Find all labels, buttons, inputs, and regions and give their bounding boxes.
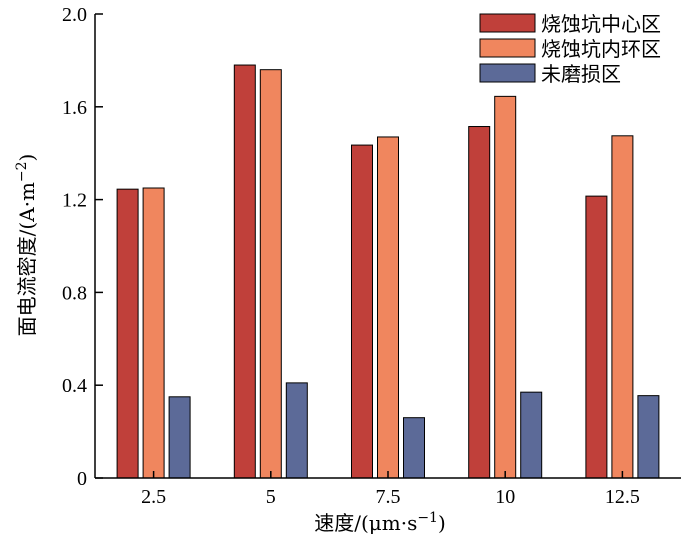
bar-series-1-cat-3 (494, 95, 517, 479)
legend-label-0: 烧蚀坑中心区 (541, 12, 661, 36)
legend-label-2: 未磨损区 (541, 62, 621, 86)
x-tick-label: 10 (495, 486, 515, 508)
x-axis-title: 速度/(μm·s−1) (314, 510, 446, 535)
bar-series-0-cat-1 (233, 64, 256, 479)
y-tick-label: 0.8 (62, 282, 87, 304)
bar-series-2-cat-4 (637, 395, 660, 479)
y-ticks-group: 0 0.4 0.8 1.2 1.6 2.0 (62, 4, 103, 490)
bar-series-1-cat-0 (142, 187, 165, 479)
x-tick-label: 5 (266, 486, 276, 508)
bars-group (116, 64, 660, 479)
x-ticks-group: 2.5 5 7.5 10 12.5 (141, 471, 640, 508)
legend-swatch-2 (479, 63, 536, 83)
legend-label-1: 烧蚀坑内环区 (541, 37, 661, 61)
x-tick-label: 2.5 (141, 486, 166, 508)
legend-swatch-0 (479, 13, 536, 33)
y-tick-label: 2.0 (62, 4, 87, 26)
y-tick-label: 1.6 (62, 97, 87, 119)
bar-series-1-cat-2 (377, 136, 399, 479)
bar-series-0-cat-4 (585, 195, 608, 479)
legend-swatch-1 (479, 38, 536, 58)
bar-series-0-cat-3 (468, 126, 491, 479)
bar-series-1-cat-4 (611, 135, 634, 479)
x-tick-label: 7.5 (376, 486, 401, 508)
bar-series-1-cat-1 (259, 69, 282, 479)
bar-series-2-cat-1 (285, 382, 308, 479)
bar-series-2-cat-3 (520, 391, 543, 479)
y-tick-label: 1.2 (62, 190, 87, 212)
x-tick-label: 12.5 (605, 486, 640, 508)
bar-series-2-cat-0 (168, 396, 191, 479)
bar-series-2-cat-2 (403, 417, 425, 479)
y-tick-label: 0 (77, 468, 87, 490)
y-tick-label: 0.4 (62, 375, 87, 397)
bar-series-0-cat-0 (116, 188, 139, 479)
y-axis-title: 面电流密度/(A·m−2) (14, 154, 39, 337)
bar-series-0-cat-2 (351, 144, 373, 479)
